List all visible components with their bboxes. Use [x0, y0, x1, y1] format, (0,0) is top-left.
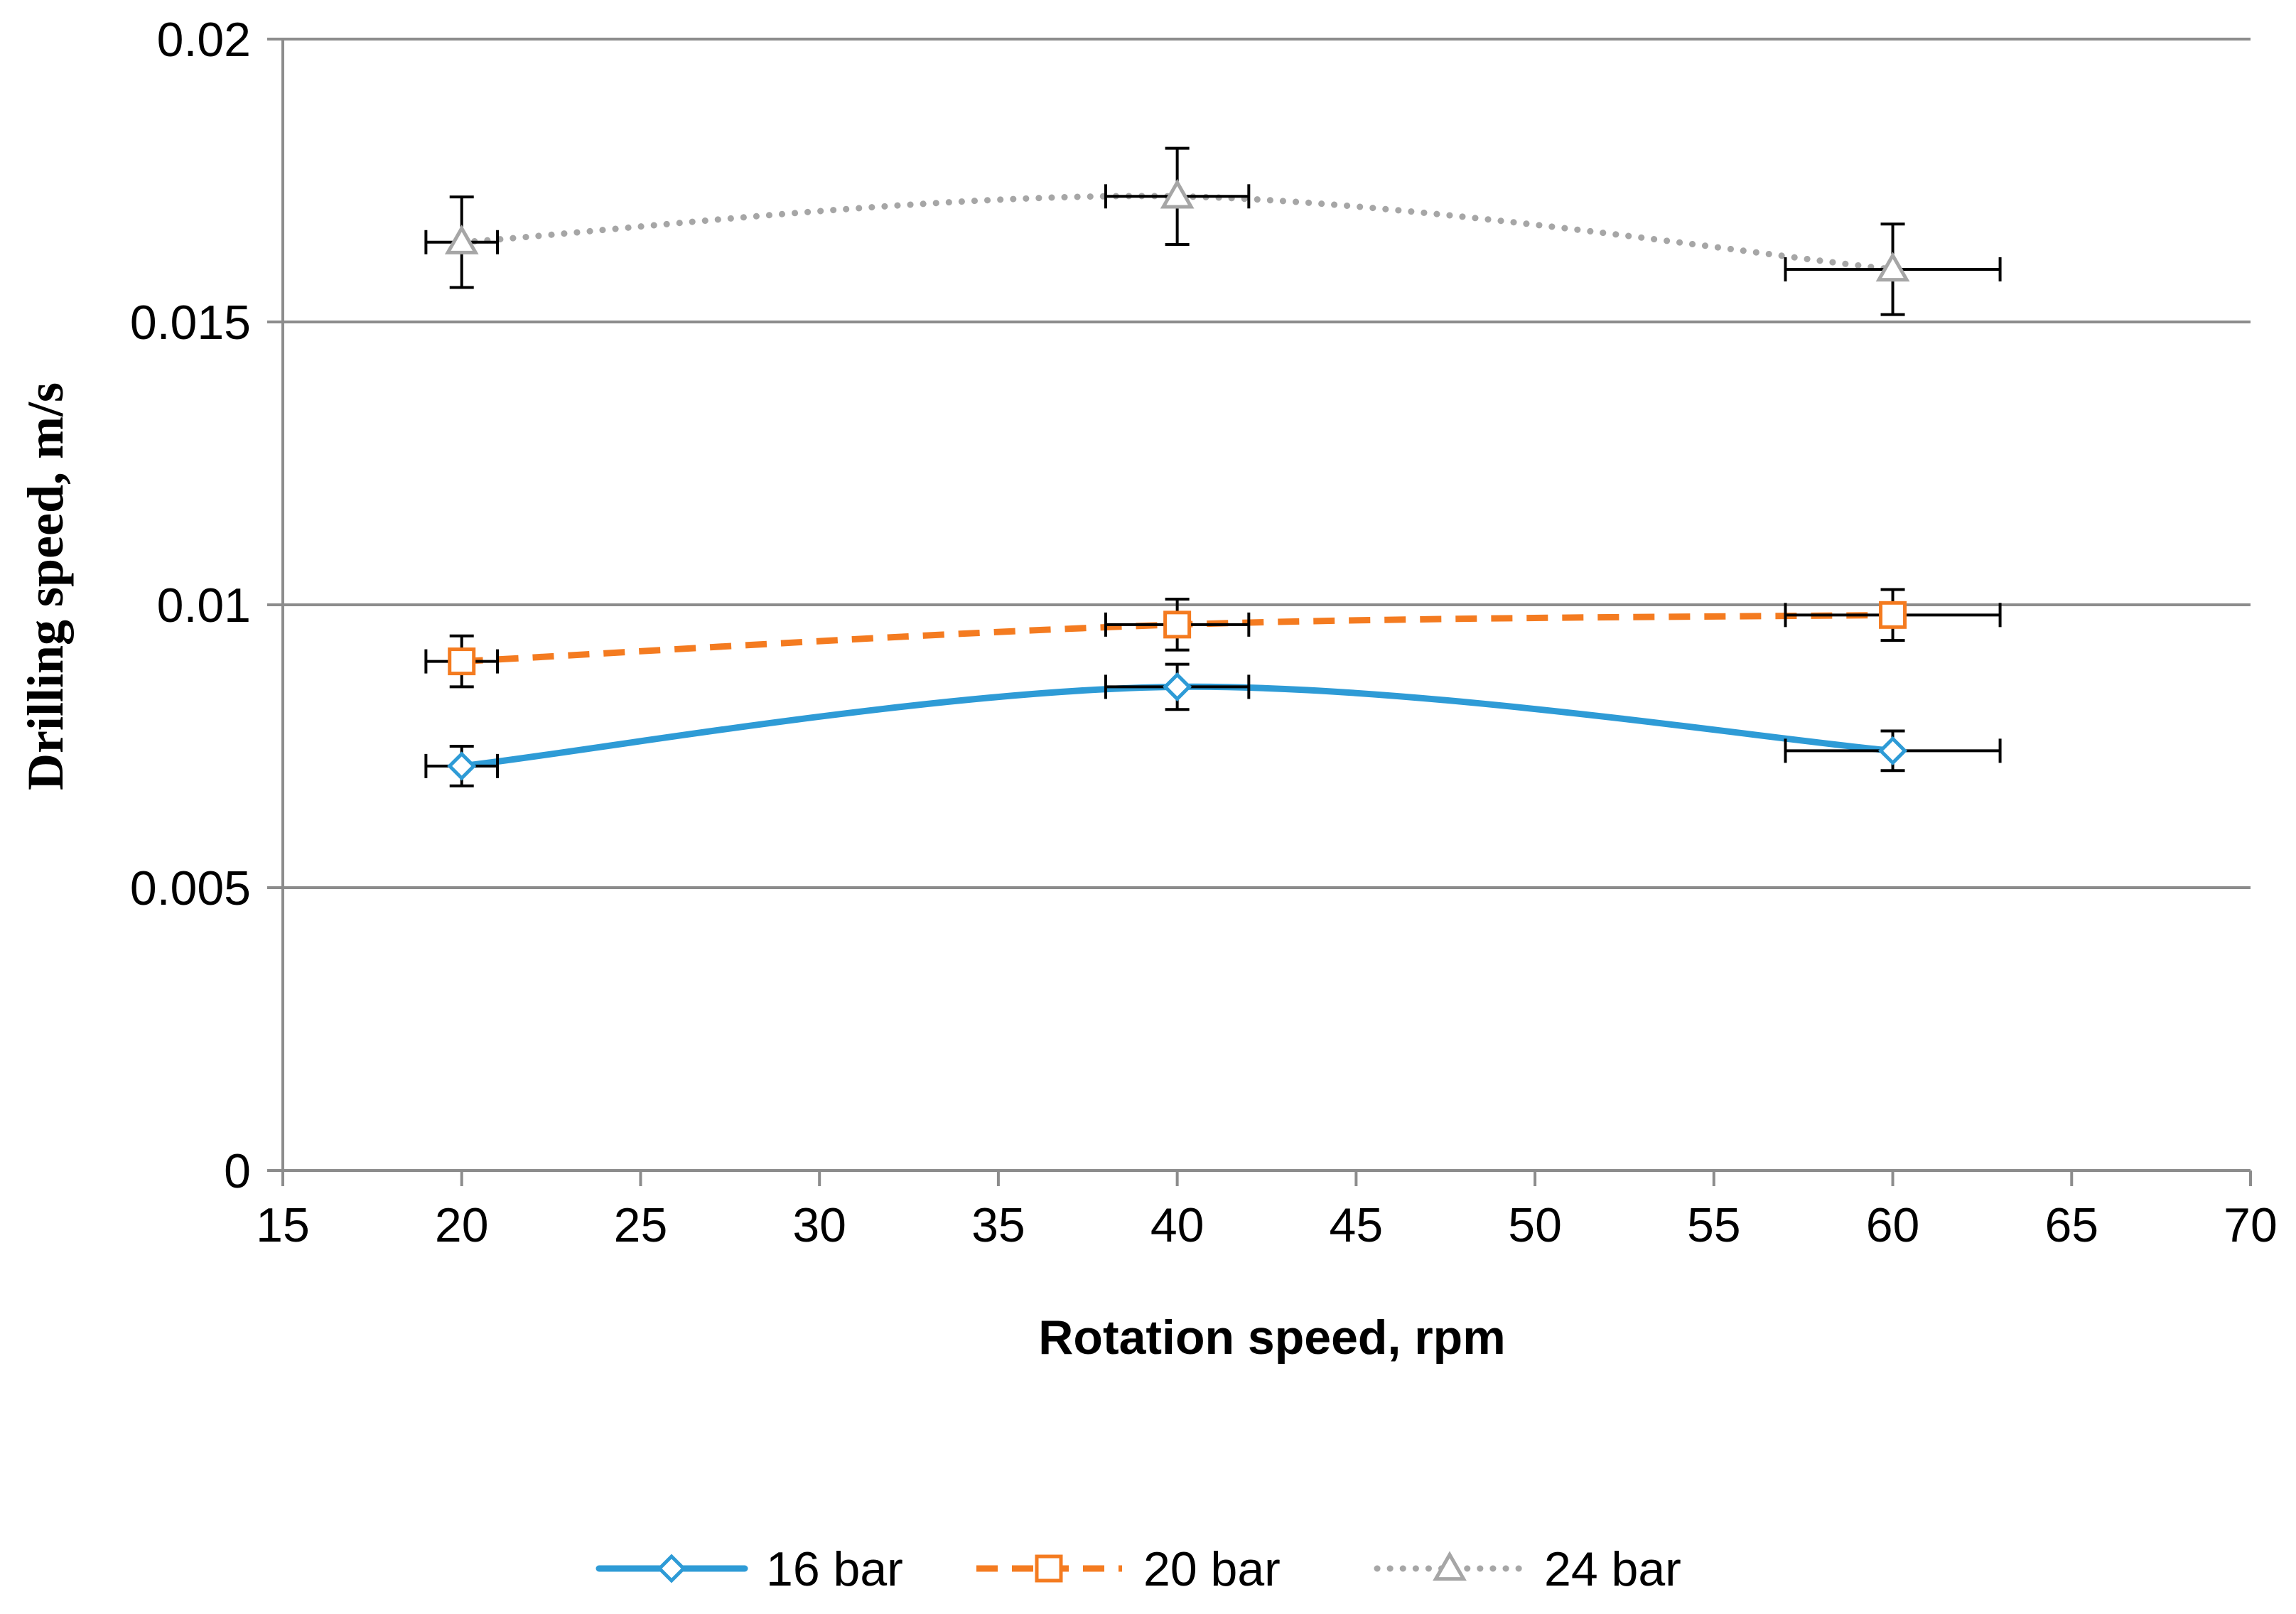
y-axis-title: Drilling speed, m/s — [17, 382, 74, 790]
x-tick-label: 35 — [971, 1198, 1025, 1252]
data-point-16-bar — [1878, 736, 1908, 765]
data-point-20-bar — [1163, 610, 1192, 639]
x-tick-label: 30 — [792, 1198, 846, 1252]
y-tick-label: 0 — [224, 1144, 251, 1198]
x-tick-label: 60 — [1866, 1198, 1920, 1252]
x-tick-label: 15 — [256, 1198, 310, 1252]
y-tick-label: 0.02 — [157, 13, 251, 67]
legend-marker-16-bar — [657, 1554, 686, 1583]
legend-marker-20-bar — [1035, 1554, 1063, 1583]
x-tick-label: 65 — [2044, 1198, 2098, 1252]
x-tick-label: 20 — [435, 1198, 489, 1252]
data-point-24-bar — [444, 225, 479, 254]
gridlines — [283, 38, 2251, 889]
y-tick-label: 0.015 — [130, 296, 251, 350]
x-axis-title: Rotation speed, rpm — [1038, 1311, 1505, 1365]
axes — [267, 38, 2252, 1186]
data-point-24-bar — [1875, 252, 1910, 282]
x-tick-label: 55 — [1687, 1198, 1741, 1252]
data-point-20-bar — [1879, 601, 1907, 629]
y-tick-label: 0.005 — [130, 861, 251, 915]
legend: 16 bar 20 bar 24 bar — [595, 1542, 1681, 1596]
x-tick-label: 70 — [2224, 1198, 2278, 1252]
legend-label: 24 bar — [1544, 1542, 1681, 1596]
legend-label: 16 bar — [766, 1542, 903, 1596]
legend-label: 20 bar — [1143, 1542, 1281, 1596]
x-tick-label: 25 — [614, 1198, 668, 1252]
tick-labels: 0 0.005 0.01 0.015 0.02 15 20 25 30 35 40 45 50 55 60 6… — [130, 13, 2278, 1252]
x-tick-label: 50 — [1508, 1198, 1562, 1252]
legend-marker-24-bar — [1433, 1551, 1467, 1581]
y-tick-label: 0.01 — [157, 579, 251, 633]
data-point-16-bar — [447, 751, 477, 781]
x-tick-label: 40 — [1150, 1198, 1204, 1252]
data-point-20-bar — [448, 647, 476, 676]
data-point-24-bar — [1160, 178, 1195, 209]
markers — [444, 178, 1910, 781]
x-tick-label: 45 — [1330, 1198, 1384, 1252]
data-point-16-bar — [1163, 672, 1192, 701]
